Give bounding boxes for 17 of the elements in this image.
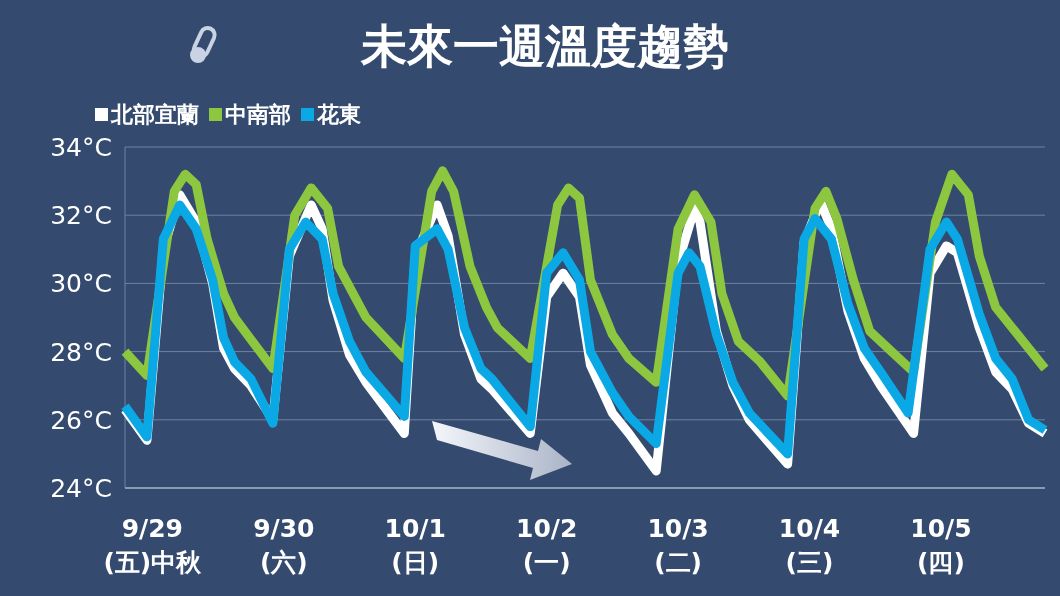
x-tick-label: 9/29 (五)中秋: [103, 514, 203, 577]
legend-label: 北部宜蘭: [110, 102, 199, 127]
y-tick-label: 26°C: [50, 405, 112, 435]
x-tick-label: 10/5 (四): [910, 514, 972, 577]
chart-title: 未來一週溫度趨勢: [360, 19, 729, 73]
y-tick-label: 30°C: [50, 269, 112, 299]
x-tick-label: 10/1 (日): [384, 514, 446, 577]
x-tick-label: 9/30 (六): [253, 514, 315, 577]
y-tick-label: 32°C: [50, 201, 112, 231]
y-tick-label: 28°C: [50, 337, 112, 367]
legend-label: 花東: [316, 102, 361, 127]
x-tick-label: 10/3 (二): [647, 514, 709, 577]
legend-label: 中南部: [225, 102, 291, 127]
y-tick-label: 24°C: [50, 474, 112, 503]
x-tick-label: 10/2 (一): [516, 514, 578, 577]
x-tick-label: 10/4 (三): [778, 514, 841, 577]
y-tick-label: 34°C: [50, 133, 112, 162]
